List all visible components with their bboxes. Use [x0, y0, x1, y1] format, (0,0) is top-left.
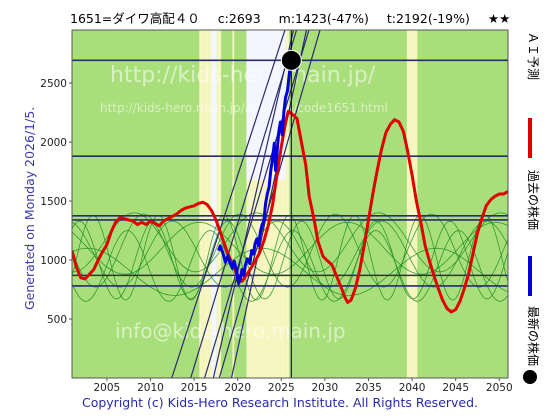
x-tick-label: 2050: [486, 382, 513, 394]
trend-line: [203, 30, 310, 378]
x-tick-label: 2040: [399, 382, 426, 394]
title-target: t:2192(-19%): [386, 11, 470, 26]
band-yellow: [285, 30, 290, 378]
band-yellow: [406, 30, 418, 378]
cycle-curve: [72, 220, 508, 300]
past-price-line: [217, 60, 293, 286]
cycle-curve: [72, 212, 508, 273]
cycle-curve: [72, 247, 508, 296]
legend-latest-dot: [523, 370, 537, 384]
legend-latest-label: 最新の株価: [526, 306, 540, 367]
y-tick-label: 2000: [40, 137, 67, 149]
band-yellow: [232, 30, 235, 378]
trend-line: [171, 30, 286, 378]
watermark-line2: http://kids-hero.main.jp/analysis/code16…: [100, 101, 388, 115]
plot-frame: [71, 29, 509, 379]
legend-ai-swatch: [528, 118, 532, 158]
x-tick-label: 2045: [442, 382, 469, 394]
band-yellow: [216, 30, 222, 378]
latest-price-dot: [280, 49, 302, 71]
legend: ＡＩ予測 過去の株価 最新の株価: [523, 30, 544, 390]
legend-ai-label: ＡＩ予測: [526, 32, 540, 81]
ai-prediction-line: [72, 109, 508, 314]
x-tick-label: 2025: [268, 382, 295, 394]
cycle-curve: [72, 221, 508, 275]
x-tick-label: 2020: [224, 382, 251, 394]
title-current: c:2693: [217, 11, 261, 26]
cycle-curve: [72, 230, 508, 302]
x-tick-label: 2015: [181, 382, 208, 394]
x-tick-label: 2010: [137, 382, 164, 394]
title-stars: ★★: [487, 11, 511, 26]
watermark-line1: http://kids-hero.main.jp/: [110, 63, 376, 88]
y-axis: 500 1000 1500 2000 2500: [40, 78, 72, 326]
title-min: m:1423(-47%): [278, 11, 369, 26]
band-white: [211, 30, 217, 378]
copyright: Copyright (c) Kids-Hero Research Institu…: [81, 395, 479, 410]
band-yellow: [208, 30, 212, 378]
y-tick-label: 2500: [40, 78, 67, 90]
x-tick-label: 2005: [94, 382, 121, 394]
plot-background: [72, 30, 508, 378]
x-tick-label: 2035: [355, 382, 382, 394]
legend-past-label: 過去の株価: [526, 170, 540, 231]
chart-title: 1651=ダイワ高配４０ c:2693 m:1423(-47%) t:2192(…: [70, 8, 510, 26]
x-tick-label: 2030: [312, 382, 339, 394]
trend-line: [230, 30, 308, 378]
y-tick-label: 500: [47, 314, 67, 326]
cycle-curves: [72, 212, 508, 302]
y-tick-label: 1500: [40, 196, 67, 208]
x-axis: 2005 2010 2015 2020 2025 2030 2035 2040 2045 2050: [94, 378, 513, 394]
legend-past-swatch: [528, 256, 532, 296]
y-tick-label: 1000: [40, 255, 67, 267]
trend-line: [212, 30, 295, 378]
trend-lines: [171, 30, 321, 378]
support-lines: [72, 59, 508, 287]
title-code-name: 1651=ダイワ高配４０: [70, 11, 200, 26]
